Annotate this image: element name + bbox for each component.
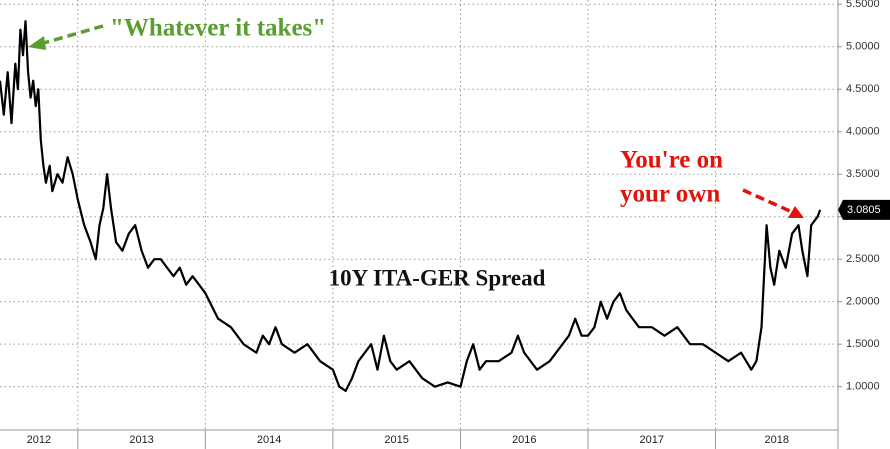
arrowhead <box>788 206 804 218</box>
y-tick-label: 1.0000 <box>846 381 880 393</box>
y-tick-label: 5.5000 <box>846 0 880 10</box>
y-tick-label: 4.5000 <box>846 83 880 95</box>
last-value-box <box>838 199 890 220</box>
line-series <box>0 20 822 392</box>
y-tick-label: 3.5000 <box>846 168 880 180</box>
annotation: You're on <box>620 147 723 174</box>
arrowhead <box>28 36 46 50</box>
x-tick-label: 2017 <box>640 434 664 446</box>
annotation: your own <box>620 181 720 208</box>
x-tick-label: 2013 <box>129 434 153 446</box>
x-tick-label: 2012 <box>27 434 51 446</box>
y-tick-label: 2.0000 <box>846 296 880 308</box>
annotation: "Whatever it takes" <box>110 15 326 42</box>
x-tick-label: 2014 <box>257 434 281 446</box>
y-tick-label: 1.5000 <box>846 338 880 350</box>
annotation-arrow <box>742 188 793 214</box>
chart-title: 10Y ITA-GER Spread <box>329 265 546 290</box>
x-tick-label: 2018 <box>765 434 789 446</box>
x-tick-label: 2016 <box>512 434 536 446</box>
y-tick-label: 2.5000 <box>846 253 880 265</box>
y-tick-label: 4.0000 <box>846 126 880 138</box>
annotation-arrow <box>39 24 104 46</box>
x-tick-label: 2015 <box>384 434 408 446</box>
last-value-label: 3.0805 <box>847 204 881 216</box>
y-tick-label: 5.0000 <box>846 41 880 53</box>
